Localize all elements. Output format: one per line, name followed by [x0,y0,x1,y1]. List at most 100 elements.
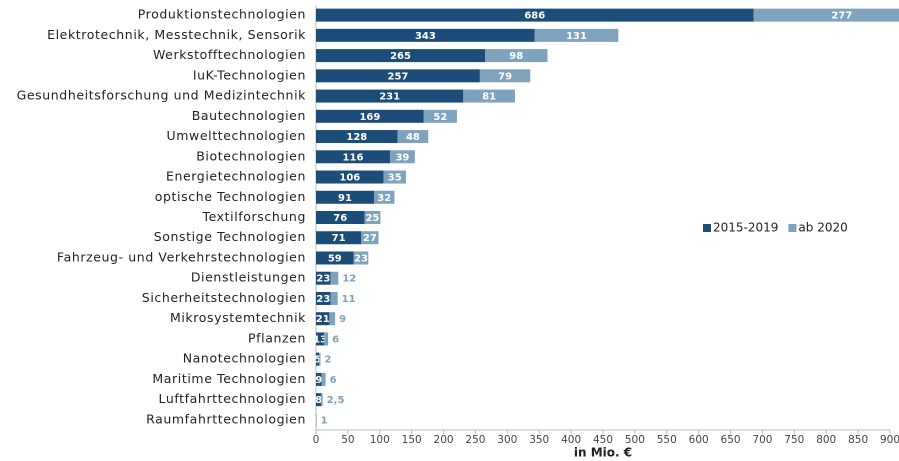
value-label: 106 [339,173,360,184]
category-label: Nanotechnologien [183,351,306,366]
legend-swatch [703,224,711,232]
value-label: 13 [313,334,327,345]
x-tick-label: 650 [721,434,741,446]
value-label: 12 [342,274,356,285]
bar-segment [316,413,317,427]
x-tick-label: 600 [689,434,709,446]
x-tick-label: 850 [848,434,868,446]
bar-segment [753,8,899,22]
value-label: 52 [433,112,447,123]
value-label: 6 [330,375,337,386]
bar-segment [316,89,464,103]
bar-segment [316,130,398,144]
category-label: Textilforschung [201,209,306,224]
value-label: 231 [379,92,400,103]
bar-segment [316,312,330,326]
x-tick-label: 500 [625,434,645,446]
bar-segment [316,28,535,42]
category-label: Bautechnologien [192,108,306,123]
legend-label: 2015-2019 [713,221,778,235]
value-label: 39 [395,152,409,163]
category-label: Fahrzeug- und Verkehrstechnologien [57,249,306,264]
value-label: 2 [324,355,331,366]
value-label: 265 [390,51,411,62]
bar-segment [389,150,415,164]
value-label: 79 [498,71,512,82]
value-label: 9 [315,375,322,386]
value-label: 81 [482,92,496,103]
value-label: 98 [509,51,523,62]
value-label: 277 [831,11,852,22]
bar-segment [316,393,322,407]
bar-segment [316,69,480,83]
x-tick-label: 50 [341,434,354,446]
value-label: 11 [342,294,356,305]
value-label: 343 [415,31,436,42]
x-tick-label: 250 [465,434,485,446]
value-label: 21 [316,314,330,325]
bar-segment [316,352,320,366]
x-tick-label: 400 [561,434,581,446]
value-label: 91 [338,193,352,204]
bar-segment [324,332,329,346]
bar-segment [316,170,384,184]
category-label: Energietechnologien [166,169,306,184]
category-label: Werkstofftechnologien [153,47,306,62]
bar-segment [534,28,619,42]
value-label: 116 [343,152,364,163]
bar-segment [316,231,362,245]
bar-segment [316,109,424,123]
bar-segment [485,49,548,63]
bar-segment [316,271,331,285]
value-label: 48 [406,132,420,143]
bar-segment [316,8,754,22]
value-label: 35 [388,173,402,184]
value-label: 128 [346,132,367,143]
category-label: IuK-Technologien [193,67,306,82]
category-label: Produktionstechnologien [138,7,306,22]
value-label: 131 [566,31,587,42]
bar-segment [463,89,515,103]
bar-segment [316,150,390,164]
value-label: 1 [321,415,328,426]
value-label: 27 [363,233,377,244]
value-label: 23 [354,253,368,264]
value-label: 71 [332,233,346,244]
category-label: Sonstige Technologien [154,229,306,244]
category-label: Luftfahrttechnologien [159,391,306,406]
x-tick-label: 200 [434,434,454,446]
x-tick-label: 100 [370,434,390,446]
bar-segment [321,372,326,386]
value-label: 76 [333,213,347,224]
bar-segment [321,393,323,407]
category-label: Raumfahrttechnologien [146,411,306,426]
bar-segment [316,49,486,63]
bar-segment [364,211,381,224]
bar-segment [316,251,354,265]
value-label: 686 [524,11,545,22]
category-label: Elektrotechnik, Messtechnik, Sensorik [47,27,306,42]
value-label: 5 [314,355,321,366]
bar-segment [383,170,406,184]
value-label: 9 [339,314,346,325]
x-tick-label: 450 [593,434,613,446]
category-label: Umwelttechnologien [166,128,306,143]
x-tick-label: 700 [752,434,772,446]
x-tick-label: 300 [497,434,517,446]
category-label: Maritime Technologien [152,371,306,386]
bar-segment [353,251,369,265]
value-label: 6 [332,334,339,345]
category-label: Gesundheitsforschung und Medizintechnik [17,88,307,103]
bar-segment [397,130,429,144]
x-tick-label: 0 [313,434,320,446]
bar-segment [316,332,325,346]
bar-segment [329,312,336,326]
value-label: 8 [315,395,322,406]
value-label: 23 [316,294,330,305]
bar-segment [423,109,457,123]
bar-segment [316,190,375,204]
value-label: 257 [388,71,409,82]
bar-segment [316,291,331,305]
category-label: optische Technologien [155,189,306,204]
